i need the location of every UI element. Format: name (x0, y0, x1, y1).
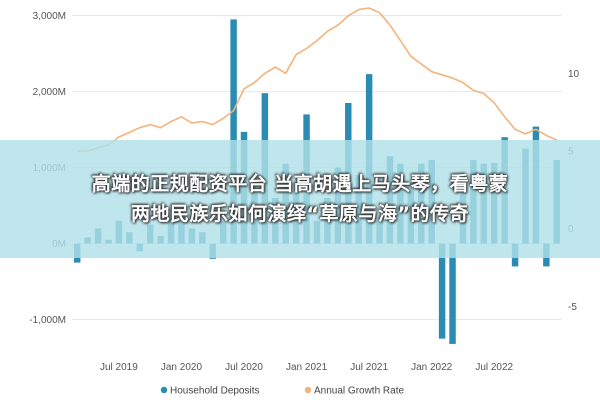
bar (230, 19, 237, 244)
headline-overlay: 高端的正规配资平台 当高胡遇上马头琴，看粤蒙 两地民族乐如何演绎“草原与海”的传… (0, 140, 600, 258)
x-tick-label: Jul 2022 (475, 362, 513, 373)
y-right-tick-label: 10 (568, 69, 580, 80)
headline-line-2: 两地民族乐如何演绎“草原与海”的传奇 (131, 203, 469, 225)
x-tick-label: Jan 2021 (286, 362, 328, 373)
y-left-tick-label: 2,000M (33, 87, 66, 98)
legend-label-household-deposits: Household Deposits (170, 386, 260, 397)
bar (449, 243, 456, 344)
x-tick-label: Jan 2020 (161, 362, 203, 373)
y-left-tick-label: 3,000M (33, 11, 66, 22)
y-left-tick-label: -1,000M (29, 315, 66, 326)
growth-rate-line (77, 7, 558, 152)
legend: Household Deposits Annual Growth Rate (160, 386, 404, 397)
x-tick-label: Jul 2020 (225, 362, 263, 373)
x-tick-label: Jul 2019 (100, 362, 138, 373)
bar (438, 243, 446, 339)
y-right-tick-label: -5 (568, 302, 577, 313)
legend-swatch-annual-growth-rate (304, 386, 312, 394)
x-tick-label: Jan 2022 (411, 362, 453, 373)
headline-line-1: 高端的正规配资平台 当高胡遇上马头琴，看粤蒙 (91, 173, 509, 195)
legend-swatch-household-deposits (160, 386, 168, 394)
line-series-annual-growth-rate (77, 7, 558, 152)
x-tick-label: Jul 2021 (350, 362, 388, 373)
x-axis: Jul 2019 Jan 2020 Jul 2020 Jan 2021 Jul 2021… (100, 362, 514, 373)
legend-label-annual-growth-rate: Annual Growth Rate (314, 386, 404, 397)
